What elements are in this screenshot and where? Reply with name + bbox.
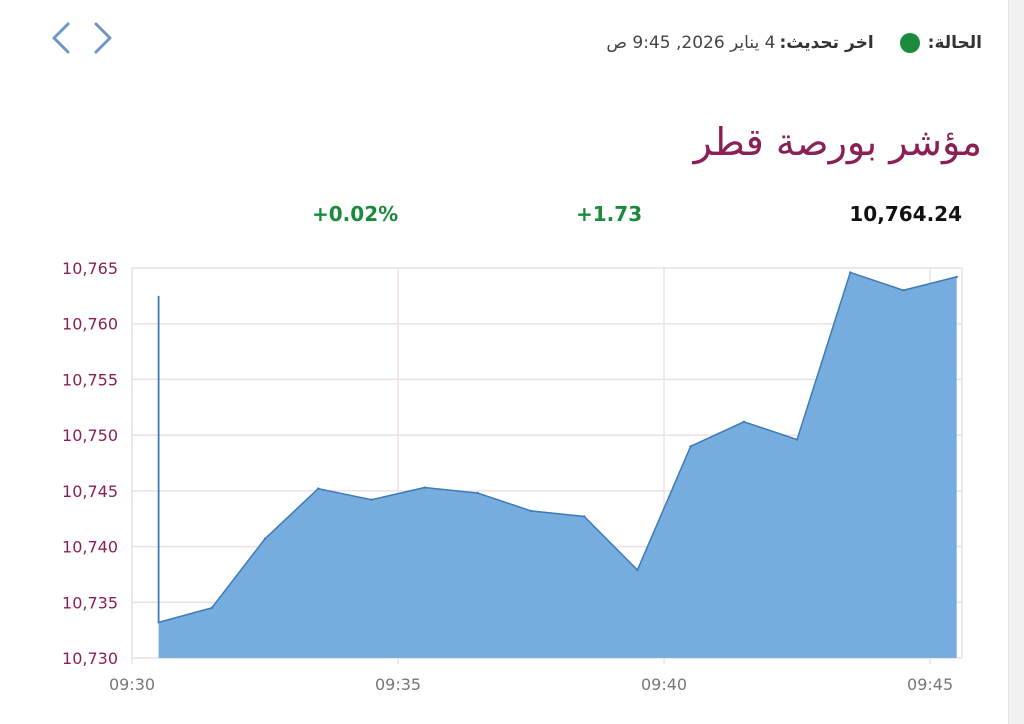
x-tick-label: 09:40 [641,675,687,694]
data-point [955,275,958,279]
chevron-left-icon [52,22,70,54]
data-point [529,509,533,513]
last-update-label: اخر تحديث: [779,33,874,53]
y-tick-label: 10,745 [62,482,118,501]
y-tick-label: 10,730 [62,649,118,668]
data-point [583,515,586,518]
series-area [158,272,957,658]
status-indicator-icon [899,33,920,53]
data-point [423,486,426,489]
y-tick-label: 10,755 [62,370,118,389]
data-point [370,498,373,501]
last-update-value: 4 يناير 2026, 9:45 ص [606,33,776,53]
x-tick-label: 09:30 [109,675,155,694]
index-area-chart: 10,765 10,760 10,755 10,750 10,745 10,740 10,7… [62,259,963,694]
prev-button[interactable] [44,20,78,56]
data-point [317,487,320,490]
data-point [636,568,639,572]
data-point [210,606,214,610]
data-point [742,420,746,423]
y-tick-label: 10,740 [62,538,118,557]
data-point [902,289,905,292]
data-point [795,438,799,441]
x-tick-label: 09:45 [907,675,953,694]
status-bar: الحالة: اخر تحديث: 4 يناير 2026, 9:45 ص [606,30,982,56]
next-button[interactable] [86,20,120,56]
y-tick-label: 10,750 [62,426,118,445]
chevron-right-icon [94,22,112,54]
y-tick-label: 10,765 [62,259,118,278]
index-change-percent: +0.02% [312,202,399,226]
page-title: مؤشر بورصة قطر [693,120,982,164]
index-change: +1.73 [576,202,643,226]
data-point [476,491,480,495]
index-last-value: 10,764.24 [849,202,962,226]
data-point [263,537,267,540]
status-label: الحالة: [927,33,982,53]
y-tick-label: 10,735 [62,593,118,612]
series-line [158,271,957,624]
y-tick-label: 10,760 [62,315,118,334]
scrollbar-track[interactable] [1008,0,1024,724]
data-point [689,445,692,448]
data-point [849,271,852,274]
x-tick-label: 09:35 [375,675,421,694]
